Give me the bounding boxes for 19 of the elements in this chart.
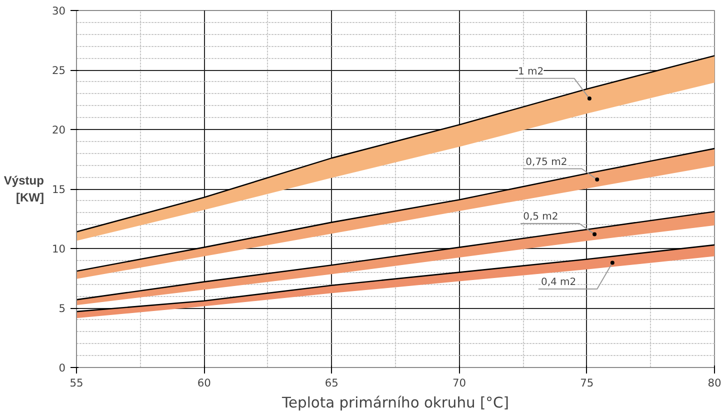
y-tick-label: 10 bbox=[52, 242, 66, 256]
annotation: 1 m2 bbox=[518, 66, 544, 78]
y-axis-title: Výstup [KW] bbox=[4, 174, 44, 204]
x-axis-title: Teplota primárního okruhu [°C] bbox=[281, 394, 509, 412]
y-tick-label: 5 bbox=[58, 302, 66, 315]
x-tick-label: 70 bbox=[452, 376, 466, 390]
x-tick-label: 60 bbox=[197, 376, 212, 390]
annotation: 0,5 m2 bbox=[523, 212, 558, 223]
x-tick-label: 65 bbox=[324, 376, 338, 390]
y-tick-label: 30 bbox=[52, 4, 66, 18]
y-tick-label: 20 bbox=[52, 124, 66, 136]
y-tick-label: 25 bbox=[52, 64, 66, 77]
annotation: 0,75 m2 bbox=[526, 156, 568, 168]
x-tick-label: 55 bbox=[70, 376, 84, 390]
x-tick-label: 80 bbox=[708, 376, 722, 390]
x-tick-label: 75 bbox=[580, 376, 594, 390]
annotation: 0,4 m2 bbox=[540, 276, 576, 288]
y-tick-label: 15 bbox=[52, 183, 66, 196]
y-tick-label: 0 bbox=[58, 362, 66, 374]
